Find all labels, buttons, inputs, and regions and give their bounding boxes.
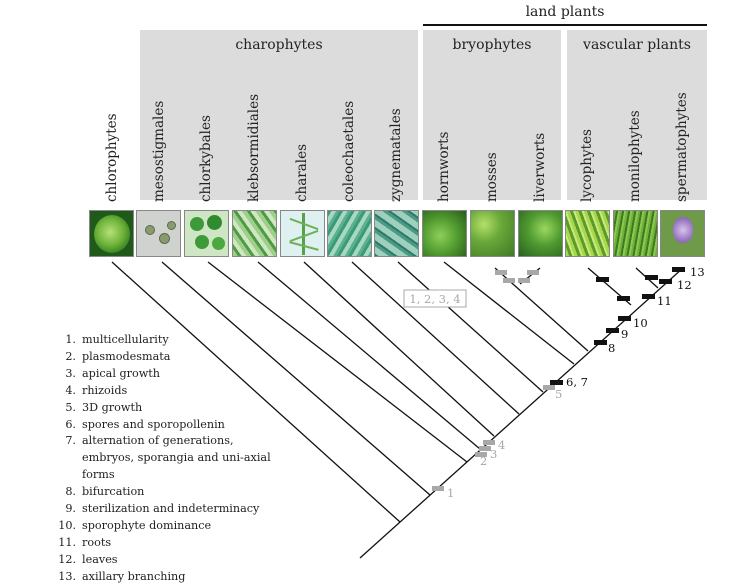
marker-monilo xyxy=(645,275,658,280)
legend-item: 6. spores and sporopollenin xyxy=(65,417,225,431)
branch-chlorkybales xyxy=(207,261,468,463)
marker-2 xyxy=(475,452,487,457)
label-12: 12 xyxy=(677,278,692,292)
lycophytes-photo xyxy=(565,210,610,257)
marker-10 xyxy=(618,316,631,321)
marker-1 xyxy=(432,486,444,491)
chlorophytes-photo xyxy=(89,210,134,257)
chlorkybales-photo xyxy=(184,210,229,257)
legend-item: 8. bifurcation xyxy=(65,485,145,499)
marker-12 xyxy=(659,279,672,284)
bryophyte-marker-box-text: 1, 2, 3, 4 xyxy=(409,292,460,306)
label-6-7: 6, 7 xyxy=(566,375,588,389)
label-2: 2 xyxy=(480,454,487,468)
legend-item: 7. alternation of generations, embryos, s… xyxy=(65,434,271,482)
marker-5 xyxy=(543,385,555,390)
marker-13 xyxy=(672,267,685,272)
label-1: 1 xyxy=(447,486,454,500)
branch-coleochaetales xyxy=(351,261,520,415)
marker-6-7 xyxy=(550,380,563,385)
label-11: 11 xyxy=(657,294,672,308)
charophytes-label: charophytes xyxy=(235,37,323,53)
monilophytes-photo xyxy=(613,210,658,257)
branch-charales xyxy=(303,261,495,437)
legend-item: 4. rhizoids xyxy=(65,383,128,397)
vascular-plants-label: vascular plants xyxy=(583,37,691,53)
label-4: 4 xyxy=(498,438,505,452)
marker-9 xyxy=(606,328,619,333)
spermatophytes-photo xyxy=(660,210,705,257)
marker-bryo-a xyxy=(495,270,507,275)
character-legend: 1. multicellularity 2. plasmodesmata 3. api… xyxy=(54,332,282,586)
coleochaetales-photo xyxy=(327,210,372,257)
charophytes-band: charophytes xyxy=(140,30,418,200)
legend-item: 12. leaves xyxy=(58,552,118,566)
branch-zygnematales xyxy=(397,261,544,393)
legend-item: 1. multicellularity xyxy=(65,333,169,346)
marker-lyco-a xyxy=(596,277,609,282)
legend-item: 5. 3D growth xyxy=(65,400,143,414)
trunk-branch xyxy=(359,267,684,559)
legend-item: 3. apical growth xyxy=(65,366,161,380)
label-8: 8 xyxy=(608,341,615,355)
klebsormidiales-photo xyxy=(232,210,277,257)
marker-bryo-d xyxy=(527,270,539,275)
charales-photo xyxy=(280,210,325,257)
legend-item: 10. sporophyte dominance xyxy=(58,518,212,532)
label-9: 9 xyxy=(621,327,628,341)
bryophyte-marker-box xyxy=(403,289,467,308)
bryophytes-band: bryophytes xyxy=(423,30,561,200)
marker-bryo-b xyxy=(503,278,515,283)
zygnematales-photo xyxy=(374,210,419,257)
liverworts-photo xyxy=(518,210,563,257)
label-10: 10 xyxy=(633,316,648,330)
label-5: 5 xyxy=(555,387,562,401)
label-3: 3 xyxy=(490,447,497,461)
hornworts-photo xyxy=(422,210,467,257)
branch-mesostigmales xyxy=(161,261,431,496)
branch-klebsormidiales xyxy=(257,261,481,450)
branch-chlorophytes xyxy=(111,261,401,523)
mosses-photo xyxy=(470,210,515,257)
marker-3 xyxy=(479,446,491,451)
legend-item: 11. roots xyxy=(58,535,112,549)
legend-item: 9. sterilization and indeterminacy xyxy=(65,502,260,516)
land-plants-bracket xyxy=(423,24,707,26)
marker-lyco-b xyxy=(617,296,630,301)
bryophytes-label: bryophytes xyxy=(452,37,532,53)
legend-item: 2. plasmodesmata xyxy=(65,349,171,363)
marker-11 xyxy=(642,294,655,299)
vascular-plants-band: vascular plants xyxy=(567,30,707,200)
marker-8 xyxy=(594,340,607,345)
mesostigmales-photo xyxy=(136,210,181,257)
land-plants-label: land plants xyxy=(525,4,605,20)
label-13: 13 xyxy=(690,265,705,279)
marker-bryo-c xyxy=(518,278,530,283)
marker-4 xyxy=(483,440,495,445)
branch-hornworts xyxy=(443,261,575,365)
legend-item: 13. axillary branching xyxy=(58,569,186,583)
